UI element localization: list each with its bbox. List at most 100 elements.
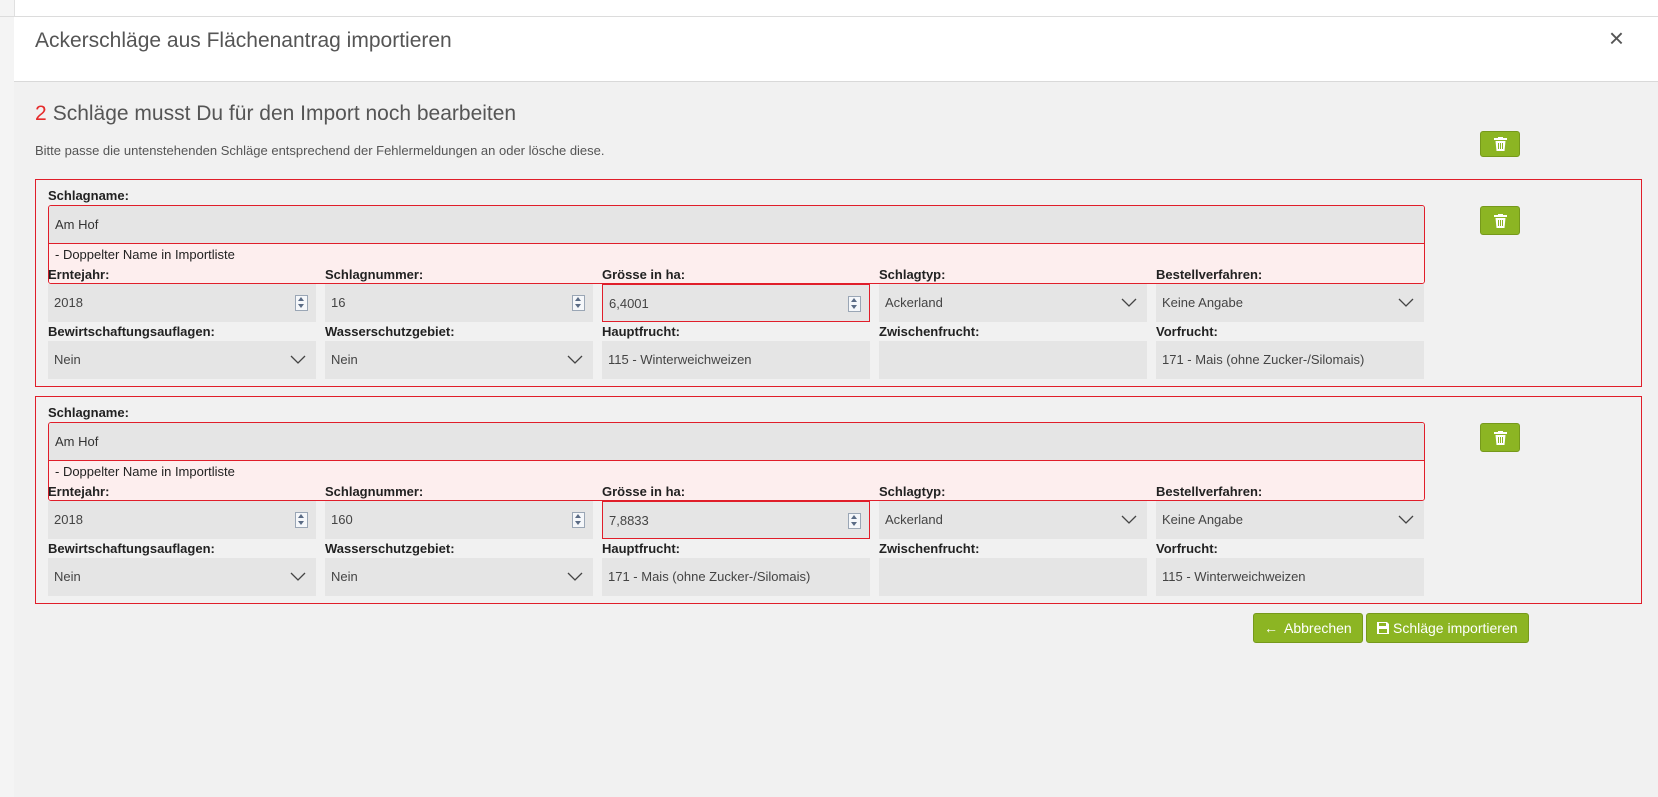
label-bewirtschaftungsauflagen: Bewirtschaftungsauflagen: bbox=[48, 324, 215, 339]
groesse-input[interactable]: 7,8833 bbox=[602, 501, 870, 539]
spinner-icon[interactable] bbox=[572, 295, 585, 311]
schlagtyp-select[interactable]: Ackerland bbox=[879, 501, 1147, 539]
label-schlagtyp: Schlagtyp: bbox=[879, 484, 946, 499]
erntejahr-value: 2018 bbox=[54, 295, 83, 310]
label-wasserschutzgebiet: Wasserschutzgebiet: bbox=[325, 324, 455, 339]
cancel-label: Abbrechen bbox=[1284, 620, 1352, 636]
chevron-down-icon bbox=[1398, 298, 1414, 307]
schlagname-input-group: Am Hof - Doppelter Name in Importliste bbox=[48, 205, 1425, 284]
floppy-disk-icon bbox=[1377, 622, 1389, 634]
dialog-header: Ackerschläge aus Flächenantrag importier… bbox=[14, 17, 1658, 82]
chevron-down-icon bbox=[1398, 515, 1414, 524]
trash-icon bbox=[1494, 137, 1507, 151]
chevron-down-icon bbox=[290, 355, 306, 364]
schlagnummer-value: 160 bbox=[331, 512, 353, 527]
field-card: Schlagname: Am Hof - Doppelter Name in I… bbox=[35, 179, 1642, 387]
section-headline: 2 Schläge musst Du für den Import noch be… bbox=[35, 102, 516, 126]
close-button[interactable]: × bbox=[1608, 23, 1624, 53]
chevron-down-icon bbox=[1121, 515, 1137, 524]
bewirtschaftungsauflagen-select[interactable]: Nein bbox=[48, 341, 316, 379]
headline-text: Schläge musst Du für den Import noch bea… bbox=[52, 102, 517, 125]
import-button[interactable]: Schläge importieren bbox=[1366, 613, 1529, 643]
field-card: Schlagname: Am Hof - Doppelter Name in I… bbox=[35, 396, 1642, 604]
label-erntejahr: Erntejahr: bbox=[48, 484, 110, 499]
groesse-value: 6,4001 bbox=[609, 296, 649, 311]
label-hauptfrucht: Hauptfrucht: bbox=[602, 324, 680, 339]
trash-icon bbox=[1494, 431, 1507, 445]
delete-row-button[interactable] bbox=[1480, 423, 1520, 452]
import-label: Schläge importieren bbox=[1393, 620, 1518, 636]
label-vorfrucht: Vorfrucht: bbox=[1156, 324, 1218, 339]
erntejahr-value: 2018 bbox=[54, 512, 83, 527]
error-message: - Doppelter Name in Importliste bbox=[49, 460, 1424, 500]
label-schlagnummer: Schlagnummer: bbox=[325, 484, 424, 499]
label-groesse: Grösse in ha: bbox=[602, 484, 686, 499]
schlagname-input[interactable]: Am Hof bbox=[49, 423, 1424, 460]
spinner-icon[interactable] bbox=[848, 296, 861, 312]
chevron-down-icon bbox=[567, 572, 583, 581]
label-hauptfrucht: Hauptfrucht: bbox=[602, 541, 680, 556]
bestellverfahren-select[interactable]: Keine Angabe bbox=[1156, 501, 1424, 539]
bestellverfahren-select[interactable]: Keine Angabe bbox=[1156, 284, 1424, 322]
vorfrucht-input[interactable]: 171 - Mais (ohne Zucker-/Silomais) bbox=[1156, 341, 1424, 379]
spinner-icon[interactable] bbox=[848, 513, 861, 529]
label-schlagname: Schlagname: bbox=[48, 405, 129, 420]
delete-all-button[interactable] bbox=[1480, 131, 1520, 157]
label-zwischenfrucht: Zwischenfrucht: bbox=[879, 324, 980, 339]
arrow-left-icon: ← bbox=[1264, 620, 1278, 636]
zwischenfrucht-input[interactable] bbox=[879, 341, 1147, 379]
label-vorfrucht: Vorfrucht: bbox=[1156, 541, 1218, 556]
dialog-title: Ackerschläge aus Flächenantrag importier… bbox=[35, 29, 452, 52]
divider bbox=[0, 16, 1658, 17]
cancel-button[interactable]: ← Abbrechen bbox=[1253, 613, 1363, 643]
bewirtschaftungsauflagen-value: Nein bbox=[54, 352, 81, 367]
spinner-icon[interactable] bbox=[295, 295, 308, 311]
bewirtschaftungsauflagen-select[interactable]: Nein bbox=[48, 558, 316, 596]
spinner-icon[interactable] bbox=[295, 512, 308, 528]
schlagtyp-value: Ackerland bbox=[885, 295, 943, 310]
label-bestellverfahren: Bestellverfahren: bbox=[1156, 484, 1263, 499]
schlagnummer-value: 16 bbox=[331, 295, 346, 310]
schlagtyp-value: Ackerland bbox=[885, 512, 943, 527]
spinner-icon[interactable] bbox=[572, 512, 585, 528]
vorfrucht-input[interactable]: 115 - Winterweichweizen bbox=[1156, 558, 1424, 596]
groesse-value: 7,8833 bbox=[609, 513, 649, 528]
wasserschutzgebiet-select[interactable]: Nein bbox=[325, 558, 593, 596]
import-dialog: Ackerschläge aus Flächenantrag importier… bbox=[14, 17, 1658, 797]
label-schlagnummer: Schlagnummer: bbox=[325, 267, 424, 282]
bewirtschaftungsauflagen-value: Nein bbox=[54, 569, 81, 584]
label-erntejahr: Erntejahr: bbox=[48, 267, 110, 282]
wasserschutzgebiet-select[interactable]: Nein bbox=[325, 341, 593, 379]
instruction-text: Bitte passe die untenstehenden Schläge e… bbox=[35, 143, 605, 158]
background-page-edge bbox=[0, 0, 15, 797]
label-schlagtyp: Schlagtyp: bbox=[879, 267, 946, 282]
label-wasserschutzgebiet: Wasserschutzgebiet: bbox=[325, 541, 455, 556]
label-bestellverfahren: Bestellverfahren: bbox=[1156, 267, 1263, 282]
schlagname-input[interactable]: Am Hof bbox=[49, 206, 1424, 243]
chevron-down-icon bbox=[290, 572, 306, 581]
delete-row-button[interactable] bbox=[1480, 206, 1520, 235]
erntejahr-input[interactable]: 2018 bbox=[48, 501, 316, 539]
wasserschutzgebiet-value: Nein bbox=[331, 569, 358, 584]
groesse-input[interactable]: 6,4001 bbox=[602, 284, 870, 322]
label-bewirtschaftungsauflagen: Bewirtschaftungsauflagen: bbox=[48, 541, 215, 556]
schlagtyp-select[interactable]: Ackerland bbox=[879, 284, 1147, 322]
bestellverfahren-value: Keine Angabe bbox=[1162, 512, 1243, 527]
error-count: 2 bbox=[35, 102, 47, 125]
zwischenfrucht-input[interactable] bbox=[879, 558, 1147, 596]
bestellverfahren-value: Keine Angabe bbox=[1162, 295, 1243, 310]
hauptfrucht-input[interactable]: 171 - Mais (ohne Zucker-/Silomais) bbox=[602, 558, 870, 596]
hauptfrucht-input[interactable]: 115 - Winterweichweizen bbox=[602, 341, 870, 379]
label-schlagname: Schlagname: bbox=[48, 188, 129, 203]
chevron-down-icon bbox=[567, 355, 583, 364]
wasserschutzgebiet-value: Nein bbox=[331, 352, 358, 367]
schlagnummer-input[interactable]: 16 bbox=[325, 284, 593, 322]
label-groesse: Grösse in ha: bbox=[602, 267, 686, 282]
schlagname-input-group: Am Hof - Doppelter Name in Importliste bbox=[48, 422, 1425, 501]
schlagnummer-input[interactable]: 160 bbox=[325, 501, 593, 539]
trash-icon bbox=[1494, 214, 1507, 228]
chevron-down-icon bbox=[1121, 298, 1137, 307]
error-message: - Doppelter Name in Importliste bbox=[49, 243, 1424, 283]
label-zwischenfrucht: Zwischenfrucht: bbox=[879, 541, 980, 556]
erntejahr-input[interactable]: 2018 bbox=[48, 284, 316, 322]
